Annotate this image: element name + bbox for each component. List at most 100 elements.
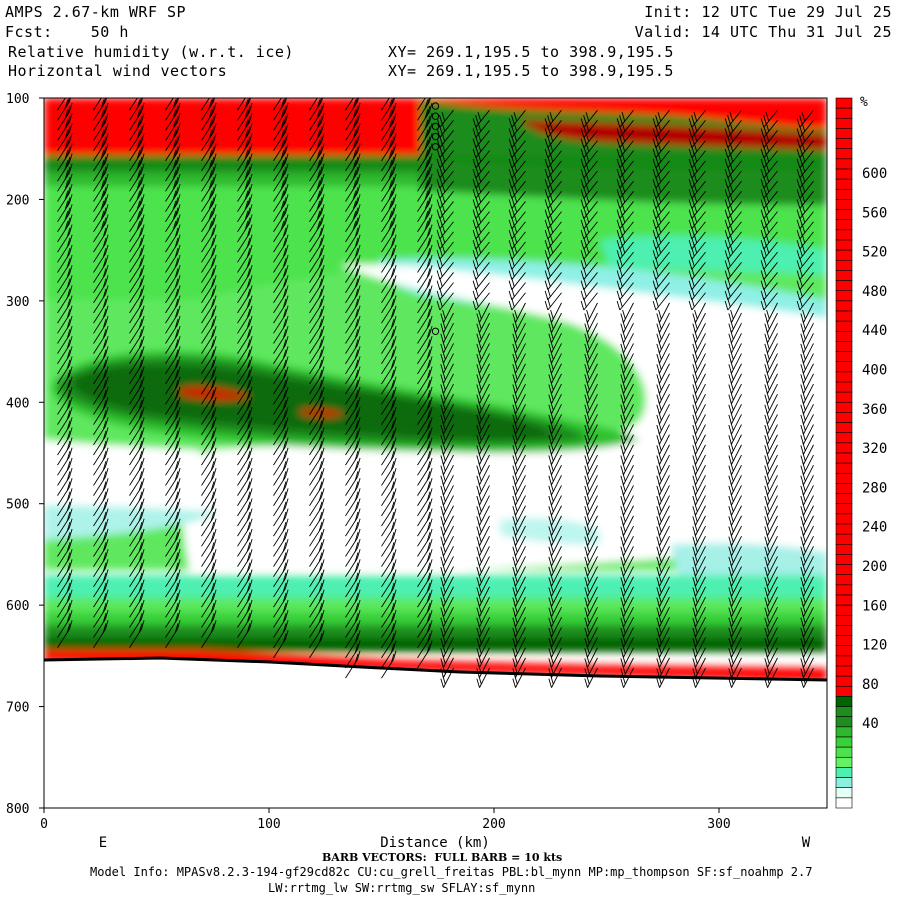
wind-barb-flag — [248, 204, 253, 214]
wind-barb-flag — [477, 112, 482, 122]
wind-barb-flag — [622, 654, 626, 664]
wind-barb-staff — [623, 627, 634, 648]
wind-barb-staff — [659, 434, 670, 455]
wind-barb-flag — [318, 552, 323, 562]
wind-barb-flag — [102, 593, 107, 603]
wind-barb-flag — [102, 116, 107, 126]
wind-barb-flag — [442, 553, 446, 563]
wind-barb-staff — [803, 556, 814, 577]
wind-barb-flag — [68, 437, 73, 447]
y-tick-label: 600 — [6, 599, 29, 614]
wind-barb-flag — [691, 247, 695, 257]
y-tick-label: 500 — [6, 498, 29, 513]
wind-barb-flag — [284, 396, 289, 407]
wind-barb-flag — [694, 522, 698, 533]
wind-barb-flag — [730, 380, 734, 391]
wind-barb-staff — [691, 211, 706, 230]
wind-barb-flag — [478, 614, 482, 624]
wind-barb-flag — [66, 268, 71, 278]
wind-barb-flag — [210, 511, 215, 522]
wind-barb-staff — [583, 109, 598, 128]
colorbar-cell — [835, 178, 853, 190]
wind-barb-flag — [244, 99, 249, 109]
wind-barb-flag — [246, 349, 251, 359]
wind-barb-staff — [659, 475, 670, 496]
wind-barb-flag — [549, 112, 554, 122]
wind-barb-flag — [282, 319, 287, 329]
wind-barb-flag — [478, 644, 482, 654]
wind-barb-flag — [475, 247, 479, 257]
wind-barb-staff — [479, 667, 490, 688]
wind-barb-flag — [622, 614, 626, 624]
wind-barb-flag — [320, 467, 325, 478]
wind-barb-flag — [424, 150, 429, 160]
wind-barb-flag — [442, 411, 446, 421]
wind-barb-flag — [426, 288, 431, 298]
wind-barb-flag — [356, 366, 361, 376]
wind-barb-staff — [691, 201, 706, 219]
wind-barb-flag — [424, 190, 429, 200]
wind-barb-flag — [174, 603, 179, 613]
wind-barb-staff — [659, 444, 670, 465]
wind-barb-staff — [587, 475, 598, 496]
wind-barb-staff — [803, 373, 814, 394]
wind-barb-flag — [66, 471, 71, 481]
wind-barb-flag — [354, 146, 359, 156]
wind-barb-flag — [426, 420, 431, 430]
wind-barb-flag — [478, 634, 482, 644]
wind-barb-flag — [802, 482, 806, 492]
wind-barb-flag — [392, 609, 397, 620]
colorbar-cell — [835, 655, 853, 667]
wind-barb-flag — [248, 609, 253, 620]
wind-barb-flag — [140, 488, 145, 498]
wind-barb-staff — [655, 292, 670, 311]
wind-barb-flag — [428, 528, 433, 539]
wind-barb-flag — [658, 644, 662, 654]
wind-barb-staff — [551, 424, 562, 445]
colorbar-unit: % — [860, 95, 868, 110]
wind-barb-staff — [695, 667, 706, 688]
wind-barb-flag — [760, 300, 765, 311]
wind-barb-flag — [138, 207, 143, 217]
wind-barb-staff — [659, 566, 670, 587]
wind-barb-flag — [392, 589, 397, 599]
wind-barb-flag — [392, 538, 397, 549]
wind-barb-flag — [320, 366, 325, 376]
wind-barb-flag — [316, 170, 321, 180]
wind-barb-flag — [210, 420, 215, 430]
wind-barb-flag — [210, 532, 215, 542]
wind-barb-flag — [729, 213, 734, 223]
wind-barb-staff — [443, 343, 454, 364]
calm-wind-circle — [431, 327, 440, 335]
wind-barb-flag — [477, 203, 482, 213]
wind-barb-staff — [443, 444, 454, 465]
wind-barb-flag — [428, 518, 433, 528]
wind-barb-flag — [318, 593, 323, 603]
wind-barb-flag — [549, 172, 554, 183]
wind-barb-flag — [392, 244, 397, 255]
wind-barb-flag — [210, 461, 215, 471]
wind-barb-flag — [478, 411, 482, 421]
colorbar-cell — [835, 138, 853, 150]
wind-barb-flag — [354, 136, 359, 146]
wind-barb-flag — [766, 573, 770, 583]
wind-barb-staff — [551, 475, 562, 496]
wind-barb-flag — [284, 315, 289, 326]
wind-barb-flag — [428, 194, 433, 204]
wind-barb-flag — [354, 501, 359, 511]
wind-barb-flag — [174, 380, 179, 390]
wind-barb-staff — [695, 464, 706, 485]
wind-barb-flag — [320, 508, 325, 518]
wind-barb-flag — [392, 488, 397, 498]
wind-barb-flag — [68, 265, 73, 275]
wind-barb-flag — [694, 674, 698, 685]
wind-barb-staff — [623, 434, 634, 455]
wind-barb-flag — [66, 440, 71, 451]
wind-barb-flag — [284, 102, 289, 113]
wind-barb-flag — [802, 654, 806, 664]
wind-barb-flag — [282, 156, 287, 167]
wind-barb-flag — [138, 126, 143, 136]
wind-barb-flag — [316, 99, 321, 109]
wind-barb-flag — [356, 447, 361, 457]
wind-barb-staff — [767, 637, 778, 658]
